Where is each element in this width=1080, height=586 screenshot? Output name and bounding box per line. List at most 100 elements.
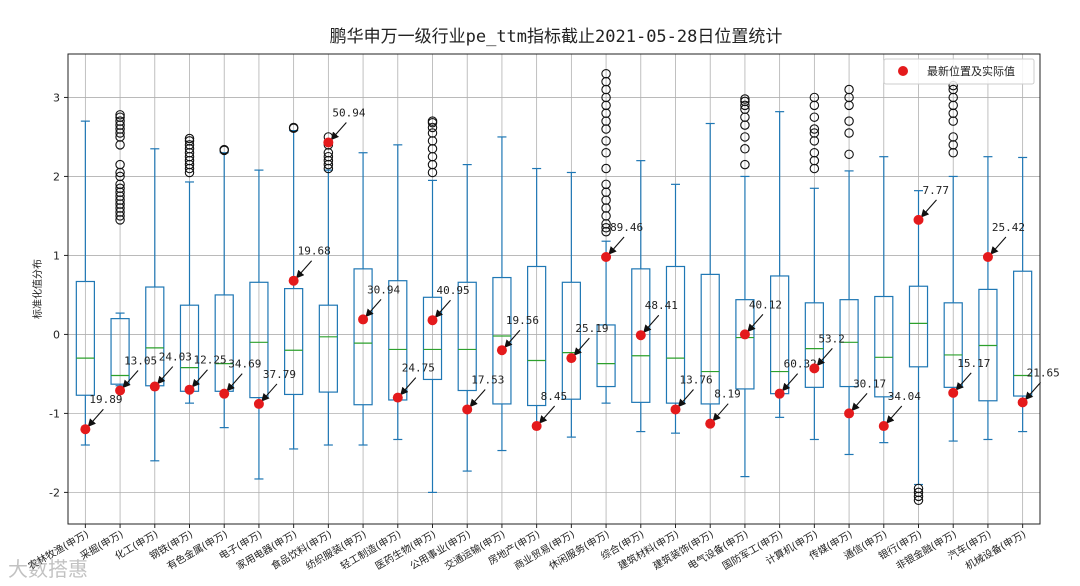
watermark: 大数搭惠 [8, 557, 88, 581]
latest-value-label: 12.25 [194, 354, 227, 367]
box-group [1013, 156, 1033, 433]
outlier-point [740, 96, 750, 107]
latest-group: 34.69 [219, 358, 261, 399]
legend-box [883, 58, 1035, 85]
outlier-point [740, 159, 750, 170]
latest-marker [774, 388, 785, 399]
latest-group: 30.94 [358, 283, 401, 325]
latest-group: 60.32 [774, 358, 817, 399]
latest-value-label: 19.68 [298, 245, 331, 258]
annotation-arrow [538, 405, 556, 424]
annotation-arrow [573, 337, 590, 356]
box-group [874, 156, 894, 444]
box-iqr [908, 285, 929, 368]
latest-marker [392, 392, 403, 403]
latest-value-label: 25.19 [575, 322, 608, 335]
latest-marker [323, 137, 334, 148]
annotation-arrow [330, 122, 347, 141]
latest-marker [601, 252, 612, 263]
legend-marker [898, 66, 908, 76]
latest-value-label: 25.42 [992, 221, 1025, 234]
box-iqr [839, 299, 859, 388]
outlier-point [115, 159, 125, 170]
latest-group: 89.46 [601, 221, 643, 263]
y-tick-label: -2 [49, 486, 60, 499]
annotation-arrow [712, 403, 729, 422]
latest-group: 19.89 [80, 393, 122, 435]
annotation-arrow [226, 373, 243, 392]
outlier-point [601, 179, 611, 190]
annotation-arrow [677, 389, 694, 408]
annotation-arrow [295, 260, 313, 279]
box-iqr [874, 295, 894, 398]
box-group [839, 84, 859, 456]
latest-marker [184, 384, 195, 395]
box-iqr [561, 281, 581, 400]
box-group [631, 160, 651, 433]
y-tick-label: 0 [53, 328, 60, 341]
latest-group: 50.94 [323, 106, 366, 148]
latest-group: 13.76 [670, 373, 713, 415]
box-group [422, 116, 443, 494]
latest-group: 25.19 [566, 322, 608, 364]
latest-group: 40.12 [739, 298, 782, 340]
outlier-point [844, 116, 854, 126]
box-iqr [700, 273, 720, 405]
outlier-point [740, 94, 750, 104]
latest-group: 19.68 [288, 245, 331, 286]
outlier-point [913, 495, 924, 506]
outlier-point [115, 110, 125, 120]
latest-marker [531, 421, 542, 432]
latest-group: 13.05 [115, 355, 157, 396]
outlier-point [601, 163, 611, 174]
y-axis-label: 标准化值分布 [31, 259, 44, 319]
latest-group: 37.79 [253, 368, 296, 409]
annotation-arrow [851, 393, 868, 412]
annotation-arrow [365, 299, 382, 318]
box-iqr [527, 265, 547, 407]
latest-group: 53.2 [809, 332, 845, 374]
annotation-arrow [955, 372, 972, 391]
box-group [978, 156, 998, 441]
chart-title: 鹏华申万一级行业pe_ttm指标截止2021-05-28日位置统计 [330, 27, 783, 47]
annotation-arrow [469, 389, 486, 408]
latest-value-label: 8.45 [541, 390, 568, 403]
latest-group: 40.95 [427, 284, 470, 326]
grid-layer [68, 54, 1040, 524]
latest-value-label: 19.56 [506, 314, 539, 327]
annotation-arrow [643, 314, 660, 333]
latest-value-label: 7.77 [923, 184, 950, 197]
latest-marker [913, 214, 924, 225]
latest-value-label: 53.2 [818, 332, 845, 345]
annotation-arrow [920, 199, 937, 218]
outlier-point [115, 116, 125, 126]
latest-marker [670, 404, 681, 415]
box-group [804, 92, 824, 441]
outlier-point [809, 147, 820, 158]
outlier-point [115, 112, 125, 122]
box-group [284, 122, 304, 450]
annotation-arrow [504, 329, 521, 348]
y-tick-label: -1 [49, 407, 60, 420]
outlier-point [115, 171, 125, 182]
x-axis: 农林牧渔(申万)采掘(申万)化工(申万)钢铁(申万)有色金属(申万)电子(申万)… [26, 524, 1028, 573]
latest-value-label: 13.76 [680, 373, 713, 386]
annotation-arrow [191, 369, 208, 388]
outlier-point [601, 223, 611, 233]
latest-group: 48.41 [635, 299, 678, 341]
box-group [318, 132, 338, 446]
latest-marker [566, 353, 577, 364]
latest-group: 15.17 [948, 357, 990, 398]
latest-value-label: 48.41 [645, 299, 678, 312]
boxes-layer [75, 68, 1033, 506]
annotation-arrow [87, 408, 104, 427]
outlier-point [913, 491, 924, 502]
outlier-point [740, 132, 750, 142]
annotation-arrow [1024, 381, 1042, 401]
annotation-arrow [886, 405, 903, 424]
box-group [145, 148, 165, 462]
outlier-point [809, 128, 820, 138]
box-group [561, 171, 581, 438]
